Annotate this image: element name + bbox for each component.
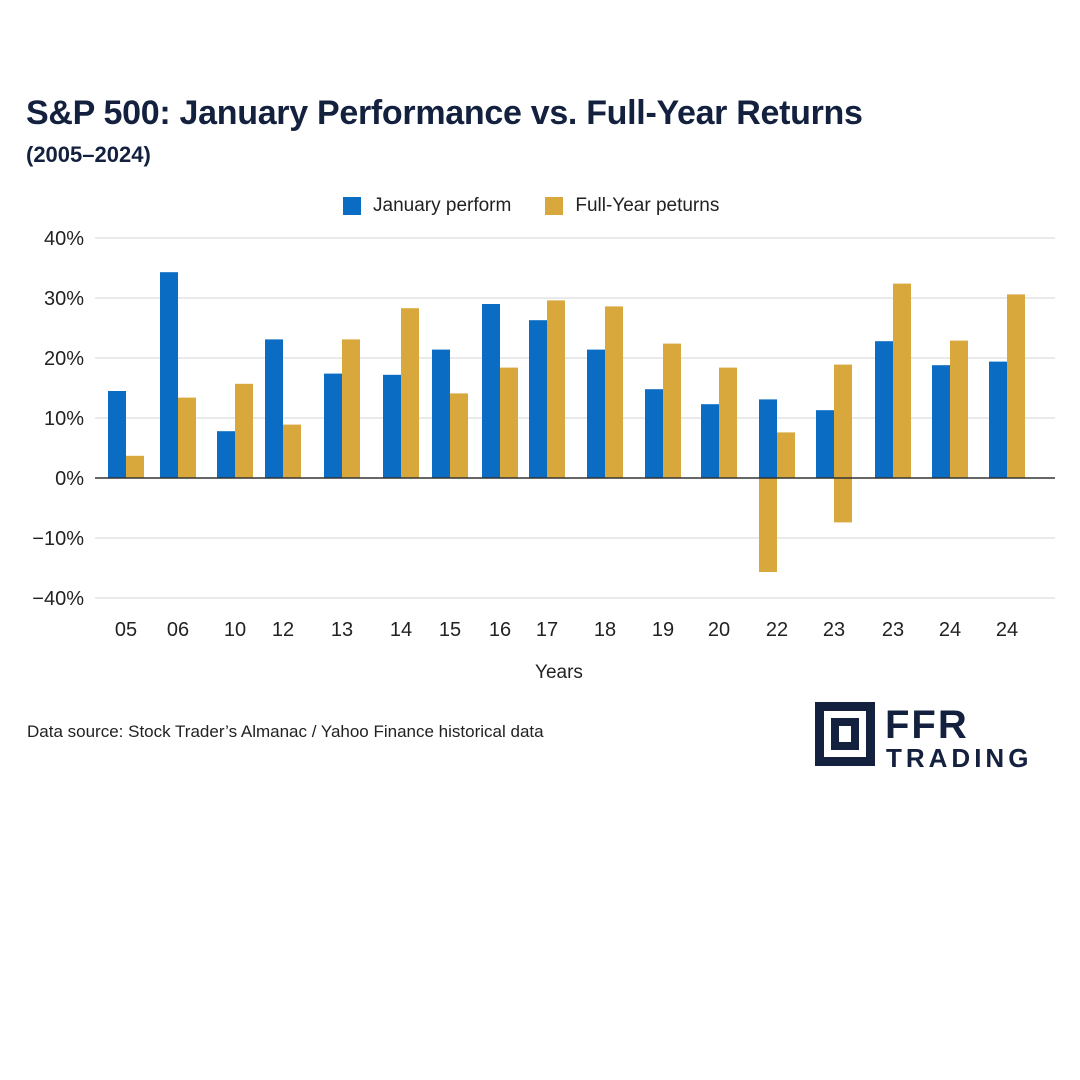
data-source-note: Data source: Stock Trader’s Almanac / Ya… — [27, 722, 544, 741]
bar-january-23 — [875, 341, 893, 478]
bar-january-18 — [587, 349, 605, 478]
x-tick-label: 22 — [766, 619, 788, 641]
bar-full-year-18 — [605, 306, 623, 478]
bar-full-year-13 — [342, 339, 360, 478]
bar-full-year-23 — [893, 283, 911, 478]
bar-full-year-14 — [401, 308, 419, 478]
bar-full-year-24 — [1007, 294, 1025, 478]
bar-january-17 — [529, 320, 547, 478]
bar-full-year-05 — [126, 455, 144, 478]
bar-january-05 — [108, 391, 126, 478]
x-tick-label: 06 — [167, 619, 189, 641]
x-tick-label: 10 — [224, 619, 246, 641]
y-tick-label: 10% — [44, 408, 84, 430]
x-axis-label: Years — [535, 662, 583, 683]
x-tick-label: 14 — [390, 619, 412, 641]
chart-subtitle: (2005–2024) — [26, 142, 151, 167]
bar-full-year-10 — [235, 383, 253, 478]
bar-full-year-17 — [547, 300, 565, 478]
bar-full-year-06 — [178, 397, 196, 478]
x-tick-label: 18 — [594, 619, 616, 641]
bar-full-year-23 — [834, 364, 852, 478]
bar-january-12 — [265, 339, 283, 478]
x-tick-label: 16 — [489, 619, 511, 641]
x-tick-label: 13 — [331, 619, 353, 641]
bar-january-19 — [645, 389, 663, 478]
bar-january-22 — [759, 399, 777, 478]
legend-swatch-full-year — [545, 197, 564, 215]
y-tick-label: −40% — [32, 588, 84, 610]
x-tick-label: 19 — [652, 619, 674, 641]
bar-january-13 — [324, 373, 342, 478]
logo-mark-icon: FFR TRADING — [815, 702, 1032, 773]
legend-item-full-year: Full-Year peturns — [545, 195, 719, 217]
bar-full-year-22 — [759, 478, 777, 572]
y-tick-label: 40% — [44, 228, 84, 250]
bar-chart: 40% 30% 20% 10% 0% −10% −40% 05 06 10 12 13 14 15 16 17… — [32, 228, 1055, 683]
bar-january-16 — [482, 304, 500, 478]
svg-text:TRADING: TRADING — [886, 743, 1032, 772]
bar-january-06 — [160, 272, 178, 478]
x-tick-label: 20 — [708, 619, 730, 641]
bar-january-20 — [701, 404, 719, 478]
bar-january-14 — [383, 374, 401, 478]
svg-text:FFR: FFR — [885, 703, 969, 747]
x-tick-label: 15 — [439, 619, 461, 641]
bar-january-24 — [989, 361, 1007, 478]
bar-january-15 — [432, 349, 450, 478]
bar-full-year-19 — [663, 343, 681, 478]
bar-full-year-23 — [834, 478, 852, 523]
x-tick-label: 12 — [272, 619, 294, 641]
bar-full-year-12 — [283, 424, 301, 478]
y-tick-label: 20% — [44, 348, 84, 370]
x-tick-label: 23 — [823, 619, 845, 641]
y-tick-label: −10% — [32, 528, 84, 550]
bar-full-year-16 — [500, 367, 518, 478]
bar-full-year-15 — [450, 393, 468, 478]
ffr-trading-logo: FFR TRADING — [815, 702, 1040, 777]
bar-full-year-22 — [777, 432, 795, 478]
legend-label-full-year: Full-Year peturns — [575, 195, 720, 216]
bar-january-24 — [932, 365, 950, 478]
bar-full-year-20 — [719, 367, 737, 478]
legend-swatch-january — [343, 197, 361, 215]
y-tick-label: 30% — [44, 288, 84, 310]
bar-january-23 — [816, 410, 834, 478]
x-tick-label: 23 — [882, 619, 904, 641]
legend-item-january: January perform — [343, 195, 511, 217]
legend-label-january: January perform — [373, 195, 512, 216]
bar-full-year-24 — [950, 340, 968, 478]
y-tick-label: 0% — [55, 468, 84, 490]
x-tick-label: 24 — [939, 619, 961, 641]
chart-title: S&P 500: January Performance vs. Full-Ye… — [26, 94, 863, 132]
bar-january-10 — [217, 431, 235, 478]
x-tick-label: 05 — [115, 619, 137, 641]
x-tick-label: 17 — [536, 619, 558, 641]
x-tick-label: 24 — [996, 619, 1018, 641]
legend: January perform Full-Year peturns — [343, 195, 753, 217]
